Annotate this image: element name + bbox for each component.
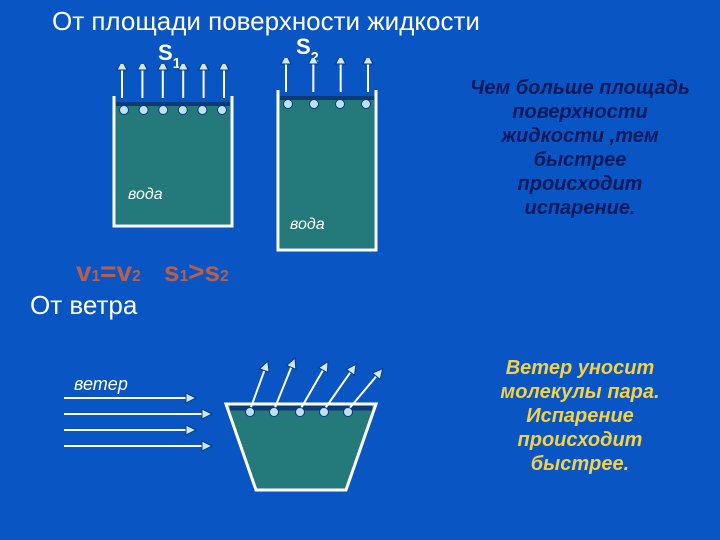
- label-s2-base: S: [296, 34, 311, 59]
- beaker-narrow-svg: [272, 58, 382, 254]
- water-label-a: вода: [128, 186, 163, 204]
- formula-eq: =: [100, 256, 116, 287]
- water-label-b: вода: [290, 216, 325, 234]
- explanation-surface-area: Чем больше площадь поверхности жидкости …: [470, 76, 690, 220]
- formula-v1-v: v: [76, 256, 92, 287]
- formula-v2-v: v: [117, 256, 133, 287]
- formula-gt: >: [188, 256, 204, 287]
- formula-s1-s: s: [164, 256, 180, 287]
- formula-v1-1: 1: [92, 268, 101, 285]
- formula-s2-s: s: [204, 256, 220, 287]
- formula-v-s: v1=v2 s1>s2: [76, 256, 229, 288]
- heading-wind: От ветра: [30, 290, 137, 321]
- heading-surface-area: От площади поверхности жидкости: [52, 6, 480, 37]
- formula-space: [141, 256, 164, 287]
- formula-s1-1: 1: [180, 268, 189, 285]
- wind-diagram-svg: [56, 352, 396, 524]
- explanation-wind: Ветер уносит молекулы пара. Испарение пр…: [470, 356, 690, 476]
- formula-s2-2: 2: [220, 268, 229, 285]
- formula-v2-2: 2: [132, 268, 141, 285]
- label-s1-base: S: [158, 40, 173, 65]
- beaker-wide-svg: [108, 64, 238, 230]
